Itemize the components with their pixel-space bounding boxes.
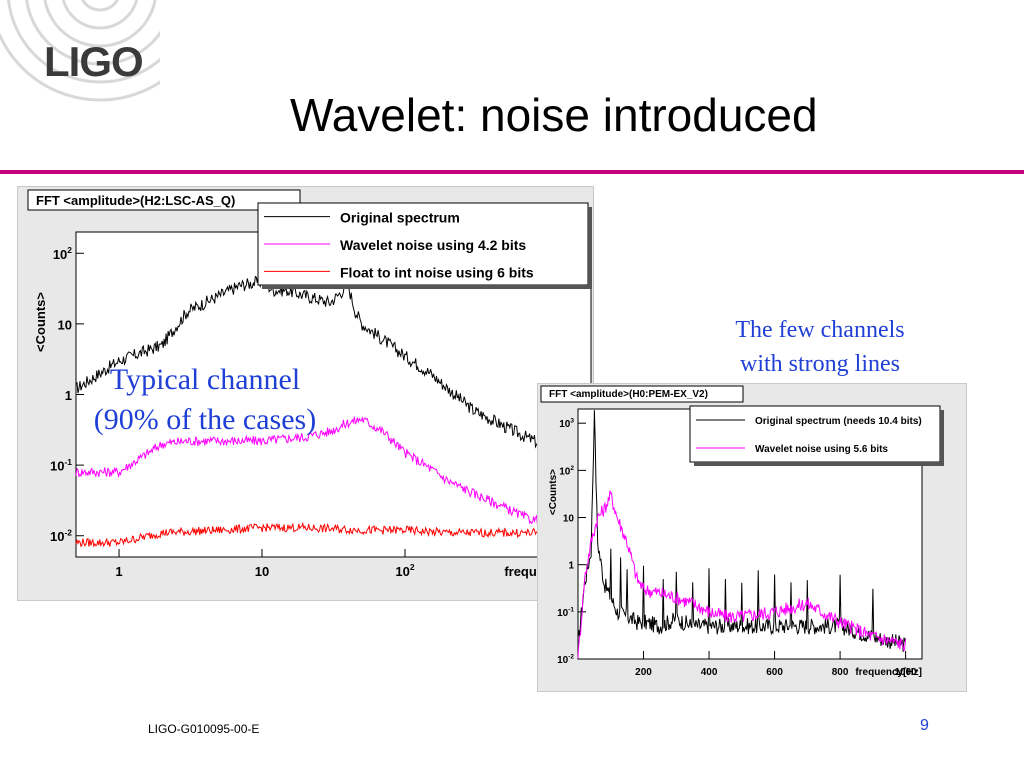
x-tick-label: 600: [766, 667, 783, 678]
y-axis-label: <Counts>: [548, 469, 559, 515]
callout-typical-line2: (90% of the cases): [93, 403, 317, 436]
plot-typical-channel: FFT <amplitude>(H2:LSC-AS_Q) 1 10 102 103 10-…: [17, 186, 594, 601]
x-tick-label: 400: [701, 667, 718, 678]
y-tick-label: 10: [563, 514, 575, 525]
legend-label-1: Wavelet noise using 5.6 bits: [755, 444, 888, 455]
callout-few-line1: The few channels: [735, 317, 905, 343]
series-line-1: [577, 490, 907, 659]
legend-label-2: Float to int noise using 6 bits: [340, 264, 534, 280]
legend-shadow: [694, 462, 944, 466]
footer-document-id: LIGO-G010095-00-E: [148, 722, 260, 736]
chart-title: FFT <amplitude>(H0:PEM-EX_V2): [549, 389, 708, 400]
y-tick-label: 10: [58, 317, 72, 332]
legend-shadow: [588, 207, 592, 289]
chart-title-box: [27, 189, 301, 211]
x-tick-label: 10: [255, 564, 269, 579]
plot-strong-lines-channel: FFT <amplitude>(H0:PEM-EX_V2) 200 400 600 80…: [537, 383, 967, 692]
chart-typical-channel: FFT <amplitude>(H2:LSC-AS_Q) 1 10 102 103 10-…: [27, 189, 592, 579]
legend-shadow: [940, 410, 944, 466]
y-tick-label: 10-1: [50, 457, 72, 474]
series-line-1: [75, 416, 591, 538]
y-axis-label: <Counts>: [33, 292, 48, 352]
slide-title: Wavelet: noise introduced: [290, 89, 818, 141]
callout-few-line2: with strong lines: [740, 351, 900, 377]
y-tick-label: 1: [568, 561, 574, 572]
legend-label-0: Original spectrum: [340, 210, 460, 226]
y-tick-label: 10-1: [557, 606, 574, 619]
x-tick-label: 1: [115, 564, 122, 579]
x-axis-label: frequency[Hz]: [855, 667, 922, 678]
page-number: 9: [920, 717, 929, 734]
x-tick-label: 102: [395, 562, 414, 579]
x-tick-label: 200: [635, 667, 652, 678]
ligo-logo: LIGO: [44, 38, 144, 85]
y-tick-label: 1: [65, 388, 72, 403]
chart-title: FFT <amplitude>(H2:LSC-AS_Q): [36, 193, 235, 208]
chart-strong-lines-channel: FFT <amplitude>(H0:PEM-EX_V2) 200 400 600 80…: [540, 385, 944, 678]
y-tick-label: 10-2: [557, 654, 574, 667]
chart-title-box: [540, 385, 744, 403]
y-tick-label: 103: [559, 418, 574, 431]
series-line-0: [75, 275, 591, 461]
x-tick-label: 800: [832, 667, 849, 678]
ligo-logo-arcs-icon: [0, 0, 160, 102]
title-divider: [0, 170, 1024, 174]
x-tick-label: 1000: [894, 667, 917, 678]
legend-label-1: Wavelet noise using 4.2 bits: [340, 237, 526, 253]
callout-few-channels: The few channels with strong lines: [700, 313, 940, 381]
callout-typical-channel: Typical channel (90% of the cases): [60, 360, 350, 440]
legend-box: [689, 405, 941, 463]
y-tick-label: 102: [559, 465, 574, 478]
callout-typical-line1: Typical channel: [109, 363, 301, 396]
legend-shadow: [262, 285, 592, 289]
legend-label-0: Original spectrum (needs 10.4 bits): [755, 416, 922, 427]
y-tick-label: 102: [53, 245, 72, 262]
y-tick-label: 10-2: [50, 527, 72, 544]
series-line-2: [75, 521, 591, 548]
